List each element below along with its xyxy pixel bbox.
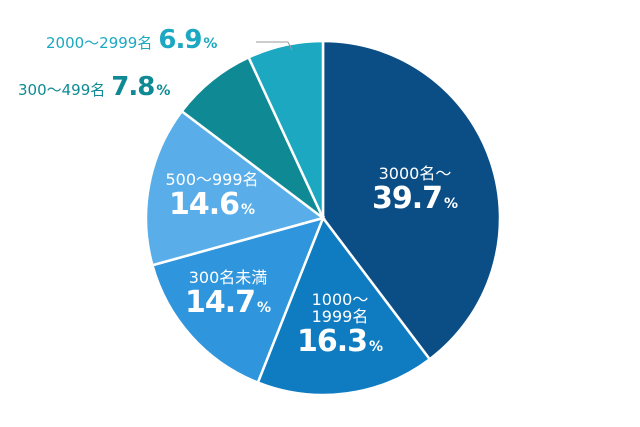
value-label: 39.7: [371, 180, 443, 216]
category-label: 500～999名: [165, 170, 259, 189]
pie-slice: [256, 215, 432, 397]
slice-label: 500～999名 14.6%: [132, 170, 292, 221]
category-label: 300～499名: [18, 81, 106, 99]
slice-label: 3000名～ 39.7%: [335, 164, 495, 215]
slice-label: 1000～ 1999名 16.3%: [260, 290, 420, 359]
unit-label: %: [257, 299, 272, 316]
value-line: 14.6%: [132, 189, 292, 221]
leader-line: [256, 41, 293, 51]
category-label: 300名未満: [188, 268, 268, 287]
category-label: 1000～ 1999名: [311, 290, 369, 326]
pie-slice: [246, 39, 325, 219]
unit-label: %: [444, 195, 459, 212]
pie-slice: [144, 109, 326, 267]
unit-label: %: [156, 83, 171, 99]
unit-label: %: [241, 201, 256, 218]
unit-label: %: [203, 36, 218, 52]
category-label: 3000名～: [378, 164, 452, 183]
slice-label: 300～499名 7.8%: [18, 72, 170, 102]
value-label: 6.9: [158, 25, 202, 55]
unit-label: %: [369, 338, 384, 355]
pie-slice: [150, 216, 326, 385]
value-label: 7.8: [111, 72, 155, 102]
category-label: 2000～2999名: [46, 34, 153, 52]
value-label: 14.7: [184, 284, 256, 320]
value-line: 39.7%: [335, 183, 495, 215]
value-line: 16.3%: [260, 323, 420, 359]
slice-label: 300名未満 14.7%: [148, 268, 308, 319]
pie-slice: [321, 39, 502, 361]
value-label: 16.3: [296, 323, 368, 359]
value-line: 14.7%: [148, 287, 308, 319]
value-label: 14.6: [168, 186, 240, 222]
slice-label: 2000～2999名 6.9%: [46, 25, 217, 55]
